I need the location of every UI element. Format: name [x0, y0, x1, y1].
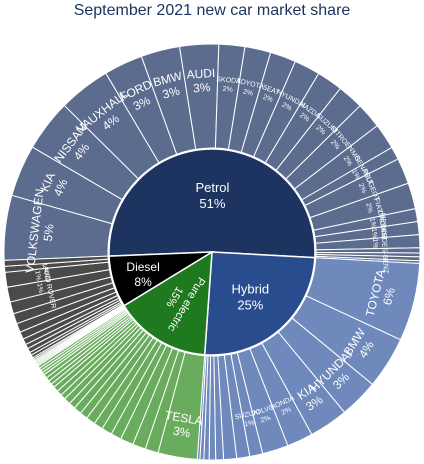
outer-label-petrol-bmw: BMW3% [152, 69, 188, 104]
inner-slice-pure-electric [123, 250, 213, 356]
inner-label-hybrid: Hybrid 25% [232, 282, 270, 313]
outer-label-petrol-kia: KIA4% [38, 170, 71, 199]
inner-slice-petrol [108, 148, 316, 259]
outer-label-petrol-fiat: FIAT2% [364, 198, 384, 217]
outer-label-petrol-mercedes-benz: MERCEDES-BENZ1% [370, 213, 389, 275]
inner-label-petrol: Petrol 51% [195, 180, 229, 211]
outer-label-pure-electric-tesla: TESLA3% [162, 408, 204, 442]
outer-label-petrol-dacia: DACIA1% [367, 210, 387, 234]
inner-label-diesel: Diesel 8% [126, 260, 159, 289]
outer-label-petrol-mini: MINI1% [370, 224, 388, 241]
outer-label-petrol-skoda: SKODA2% [215, 76, 241, 94]
outer-label-petrol-audi: AUDI3% [186, 66, 216, 96]
chart-title: September 2021 new car market share [73, 2, 351, 19]
outer-slice-diesel-14 [3, 255, 109, 267]
inner-ring [108, 148, 316, 356]
inner-slice-hybrid [203, 251, 316, 356]
outer-label-diesel-audi: AUDI1% [33, 266, 51, 285]
outer-ring [3, 43, 421, 461]
inner-slice-diesel [108, 251, 215, 307]
